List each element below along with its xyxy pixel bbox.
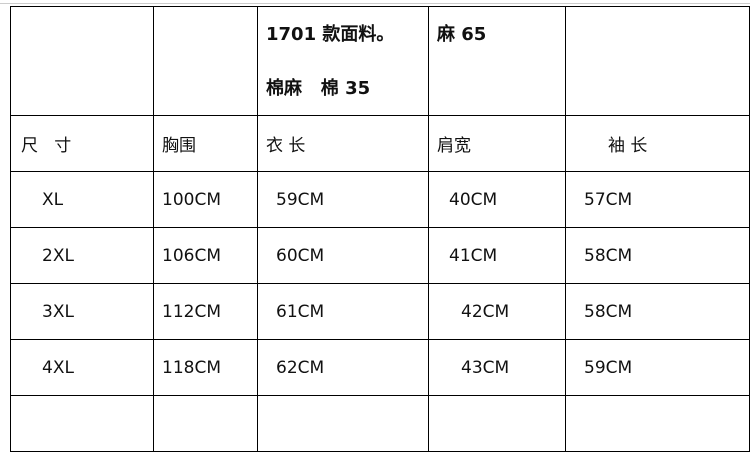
length-cell: 62CM — [257, 339, 429, 396]
empty-cell — [565, 395, 750, 452]
empty-cell — [10, 6, 154, 116]
empty-cell — [10, 395, 154, 452]
linen-cell: 麻 65 — [428, 6, 566, 116]
size-cell: 4XL — [10, 339, 154, 396]
chest-cell: 118CM — [153, 339, 258, 396]
fabric-info-cell: 1701 款面料。 棉麻 棉 35 — [257, 6, 429, 116]
chest-cell: 106CM — [153, 227, 258, 284]
length-cell: 61CM — [257, 283, 429, 340]
size-cell: XL — [10, 171, 154, 228]
table-row: 2XL 106CM 60CM 41CM 58CM — [10, 227, 750, 284]
sleeve-cell: 57CM — [565, 171, 750, 228]
empty-cell — [565, 6, 750, 116]
table-row: 4XL 118CM 62CM 43CM 59CM — [10, 339, 750, 396]
fabric-row: 1701 款面料。 棉麻 棉 35 麻 65 — [10, 6, 750, 116]
column-header-row: 尺 寸 胸围 衣 长 肩宽 袖 长 — [10, 115, 750, 172]
length-cell: 60CM — [257, 227, 429, 284]
table-row: 3XL 112CM 61CM 42CM 58CM — [10, 283, 750, 340]
header-length: 衣 长 — [257, 115, 429, 172]
empty-cell — [153, 395, 258, 452]
shoulder-cell: 41CM — [428, 227, 566, 284]
sleeve-cell: 59CM — [565, 339, 750, 396]
header-shoulder: 肩宽 — [428, 115, 566, 172]
sleeve-cell: 58CM — [565, 227, 750, 284]
chest-cell: 100CM — [153, 171, 258, 228]
empty-cell — [428, 395, 566, 452]
table-row-cutoff — [10, 395, 750, 452]
fabric-line1: 1701 款面料。 — [266, 24, 395, 45]
header-sleeve: 袖 长 — [565, 115, 750, 172]
fabric-line2: 棉麻 棉 35 — [266, 78, 371, 99]
chest-cell: 112CM — [153, 283, 258, 340]
shoulder-cell: 40CM — [428, 171, 566, 228]
size-chart-table: 1701 款面料。 棉麻 棉 35 麻 65 尺 寸 胸围 衣 长 肩宽 袖 长 … — [10, 6, 750, 452]
table-row: XL 100CM 59CM 40CM 57CM — [10, 171, 750, 228]
sleeve-cell: 58CM — [565, 283, 750, 340]
length-cell: 59CM — [257, 171, 429, 228]
header-chest: 胸围 — [153, 115, 258, 172]
header-size: 尺 寸 — [10, 115, 154, 172]
size-cell: 3XL — [10, 283, 154, 340]
shoulder-cell: 43CM — [428, 339, 566, 396]
page-top-rule — [0, 3, 750, 4]
size-cell: 2XL — [10, 227, 154, 284]
empty-cell — [153, 6, 258, 116]
empty-cell — [257, 395, 429, 452]
shoulder-cell: 42CM — [428, 283, 566, 340]
